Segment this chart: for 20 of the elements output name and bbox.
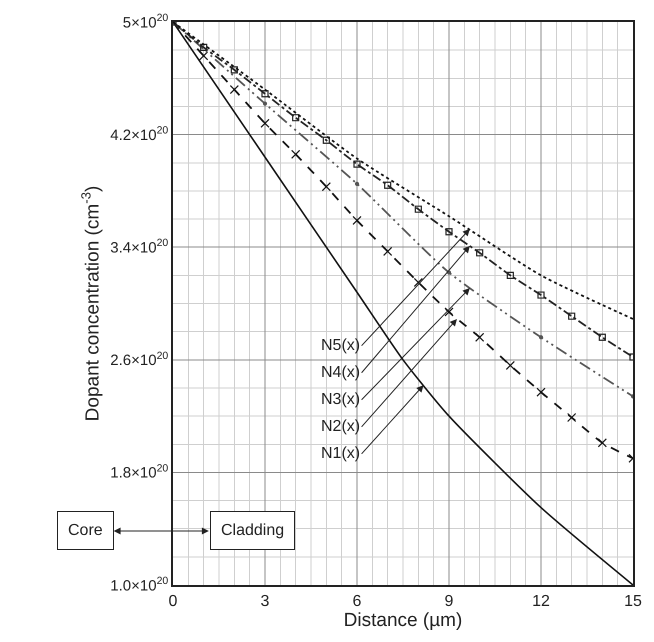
annotation: N2(x): [321, 418, 360, 435]
x-tick-label: 9: [444, 592, 454, 610]
y-tick-label: 1.0×10$^{20}$: [110, 574, 168, 594]
annotation: N3(x): [321, 391, 360, 408]
x-tick-label: 3: [260, 592, 270, 610]
annotation: N4(x): [321, 364, 360, 381]
x-tick-label: 15: [624, 592, 642, 610]
annotation: N5(x): [321, 337, 360, 354]
y-tick-label: 1.8×10$^{20}$: [110, 462, 168, 482]
annotation: Cladding: [221, 522, 284, 539]
y-tick-label: 2.6×10$^{20}$: [110, 350, 168, 370]
x-tick-label: 0: [168, 592, 178, 610]
x-tick-label: 12: [532, 592, 550, 610]
annotation: N1(x): [321, 445, 360, 462]
y-tick-label: 4.2×10$^{20}$: [110, 124, 168, 144]
text: Core: [68, 522, 103, 539]
y-tick-label: 3.4×10$^{20}$: [110, 237, 168, 256]
y-tick-label: 5×10$^{20}$: [122, 12, 168, 32]
x-tick-label: 6: [352, 592, 362, 610]
x-axis-title: Distance (µm): [344, 610, 462, 631]
